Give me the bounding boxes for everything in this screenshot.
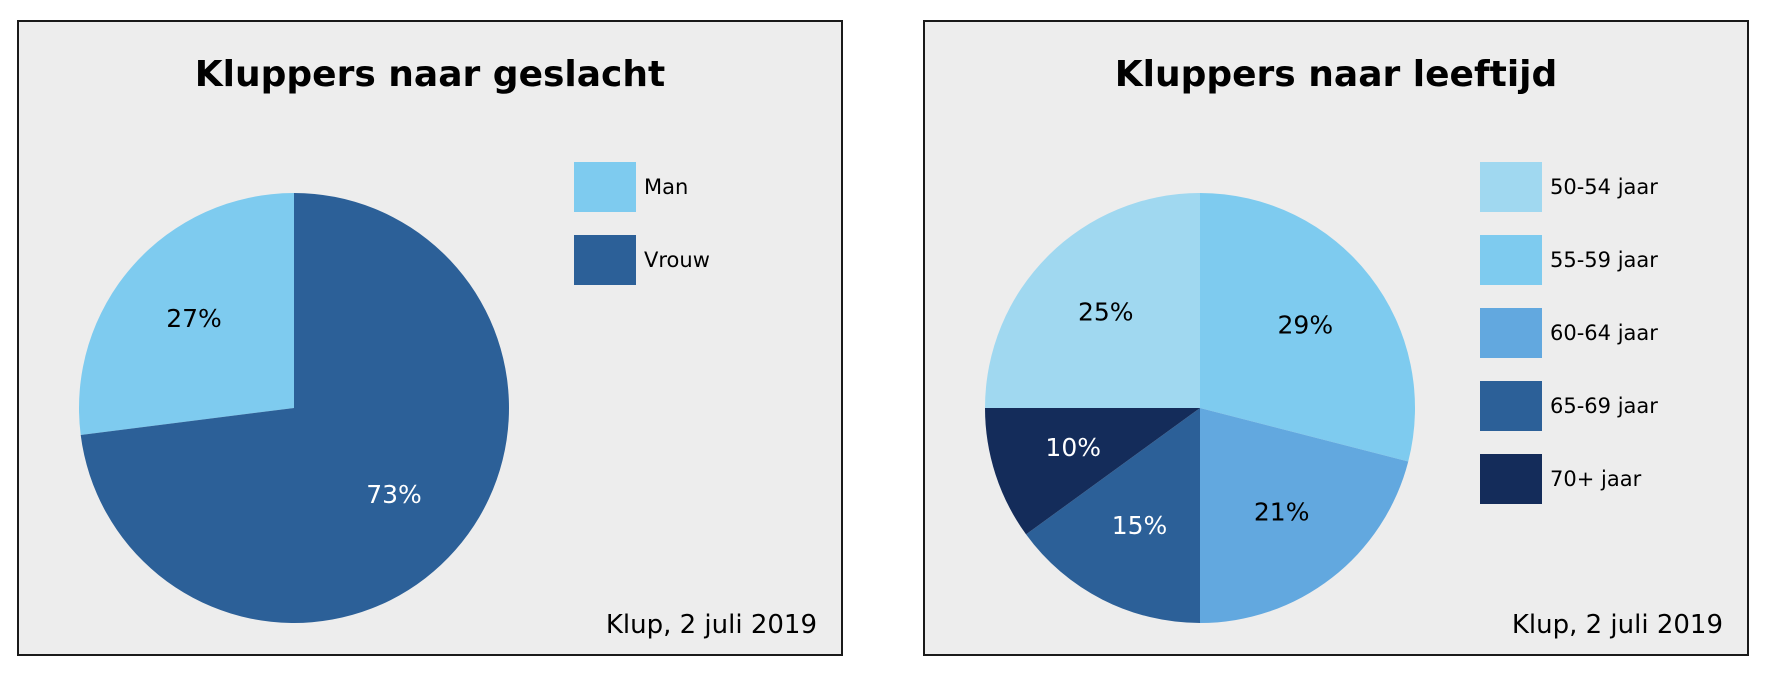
chart-source: Klup, 2 juli 2019 bbox=[605, 610, 817, 640]
gender-chart-panel: Kluppers naar geslacht 27% 73% Man Vrouw K… bbox=[17, 20, 843, 656]
pie-slice-55-59-jaar bbox=[1200, 193, 1415, 462]
legend-label: 55-59 jaar bbox=[1550, 248, 1658, 272]
legend-label: 50-54 jaar bbox=[1550, 175, 1658, 199]
slice-value-label: 15% bbox=[1112, 511, 1168, 540]
slice-value-label: 29% bbox=[1278, 310, 1334, 339]
legend-swatch bbox=[1480, 381, 1542, 431]
legend-label: 60-64 jaar bbox=[1550, 321, 1658, 345]
legend-swatch bbox=[574, 235, 636, 285]
chart-source: Klup, 2 juli 2019 bbox=[1511, 610, 1723, 640]
pie-slice-70-jaar bbox=[985, 408, 1200, 535]
legend-item-50-54-jaar: 50-54 jaar bbox=[1480, 162, 1658, 212]
legend-swatch bbox=[1480, 308, 1542, 358]
legend-label: Man bbox=[644, 175, 689, 199]
slice-value-label: 73% bbox=[366, 480, 422, 509]
slice-value-label: 25% bbox=[1078, 298, 1134, 327]
chart-title: Kluppers naar leeftijd bbox=[1114, 54, 1558, 95]
chart-legend: Man Vrouw bbox=[574, 162, 710, 308]
age-chart-panel: Kluppers naar leeftijd 25% 29% 21% 15% 10% 5… bbox=[923, 20, 1749, 656]
legend-swatch bbox=[1480, 162, 1542, 212]
legend-item-60-64-jaar: 60-64 jaar bbox=[1480, 308, 1658, 358]
legend-item-55-59-jaar: 55-59 jaar bbox=[1480, 235, 1658, 285]
legend-label: 70+ jaar bbox=[1550, 467, 1642, 491]
slice-value-label: 10% bbox=[1045, 433, 1101, 462]
legend-label: Vrouw bbox=[644, 248, 710, 272]
pie-slice-65-69-jaar bbox=[1026, 408, 1200, 623]
pie-slice-vrouw bbox=[80, 193, 509, 623]
chart-legend: 50-54 jaar 55-59 jaar 60-64 jaar 65-69 jaar… bbox=[1480, 162, 1658, 527]
pie-slice-man bbox=[79, 193, 294, 435]
legend-swatch bbox=[1480, 454, 1542, 504]
legend-swatch bbox=[1480, 235, 1542, 285]
legend-item-man: Man bbox=[574, 162, 710, 212]
age-pie-chart: 25% 29% 21% 15% 10% bbox=[985, 193, 1415, 623]
legend-swatch bbox=[574, 162, 636, 212]
legend-item-70-jaar: 70+ jaar bbox=[1480, 454, 1658, 504]
gender-pie-chart: 27% 73% bbox=[79, 193, 509, 623]
pie-slice-50-54-jaar bbox=[985, 193, 1200, 408]
pie-slice-60-64-jaar bbox=[1200, 408, 1409, 623]
legend-item-vrouw: Vrouw bbox=[574, 235, 710, 285]
slice-value-label: 27% bbox=[166, 304, 222, 333]
slice-value-label: 21% bbox=[1254, 497, 1310, 526]
chart-title: Kluppers naar geslacht bbox=[194, 54, 666, 95]
legend-item-65-69-jaar: 65-69 jaar bbox=[1480, 381, 1658, 431]
legend-label: 65-69 jaar bbox=[1550, 394, 1658, 418]
